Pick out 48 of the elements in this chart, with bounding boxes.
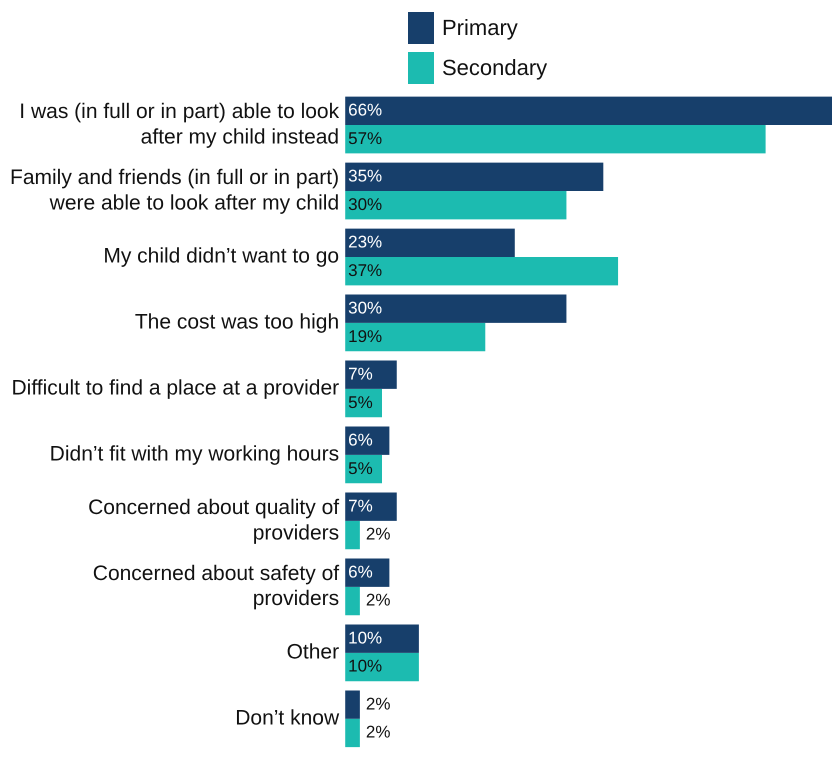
bar xyxy=(345,624,419,653)
bar xyxy=(345,124,766,154)
bar xyxy=(345,520,360,550)
data-label: 19% xyxy=(348,326,382,346)
data-label: 2% xyxy=(366,590,390,610)
y-tick-label: The cost was too high xyxy=(134,310,340,334)
data-label: 23% xyxy=(348,232,382,252)
bar xyxy=(345,492,397,521)
legend-label: Primary xyxy=(442,15,518,41)
bar xyxy=(345,586,360,616)
bar xyxy=(345,360,397,389)
data-label: 37% xyxy=(348,260,382,280)
data-label: 2% xyxy=(366,694,390,714)
data-label: 6% xyxy=(348,430,373,450)
data-label: 7% xyxy=(348,364,373,384)
y-tick-label: Concerned about quality of providers xyxy=(88,496,340,544)
y-tick-label: Concerned about safety of providers xyxy=(92,562,340,610)
bar xyxy=(345,256,618,286)
legend-label: Secondary xyxy=(442,55,548,81)
y-tick-label: Difficult to find a place at a provider xyxy=(11,376,340,400)
y-tick-label: Don’t know xyxy=(235,706,340,730)
data-label: 5% xyxy=(348,392,373,412)
data-label: 5% xyxy=(348,458,373,478)
bar xyxy=(345,190,566,220)
bar xyxy=(345,690,360,719)
y-tick-label: My child didn’t want to go xyxy=(103,244,340,268)
data-label: 10% xyxy=(348,656,382,676)
bar xyxy=(345,162,604,191)
data-label: 6% xyxy=(348,562,373,582)
bar xyxy=(345,294,566,323)
data-label: 7% xyxy=(348,496,373,516)
data-label: 35% xyxy=(348,166,382,186)
y-tick-label: Other xyxy=(286,640,340,664)
bar xyxy=(345,228,515,257)
data-label: 30% xyxy=(348,298,382,318)
data-label: 2% xyxy=(366,722,390,742)
y-tick-label: I was (in full or in part) able to look after my child instead xyxy=(19,100,340,148)
y-tick-label: Didn’t fit with my working hours xyxy=(50,442,340,466)
data-label: 57% xyxy=(348,128,382,148)
data-label: 66% xyxy=(348,100,382,120)
bar xyxy=(345,652,419,682)
bar xyxy=(345,718,360,748)
data-label: 10% xyxy=(348,628,382,648)
data-label: 30% xyxy=(348,194,382,214)
bar xyxy=(345,322,486,352)
y-tick-label: Family and friends (in full or in part) were able to look after my child xyxy=(10,166,340,214)
data-label: 2% xyxy=(366,524,390,544)
bar xyxy=(345,96,832,125)
